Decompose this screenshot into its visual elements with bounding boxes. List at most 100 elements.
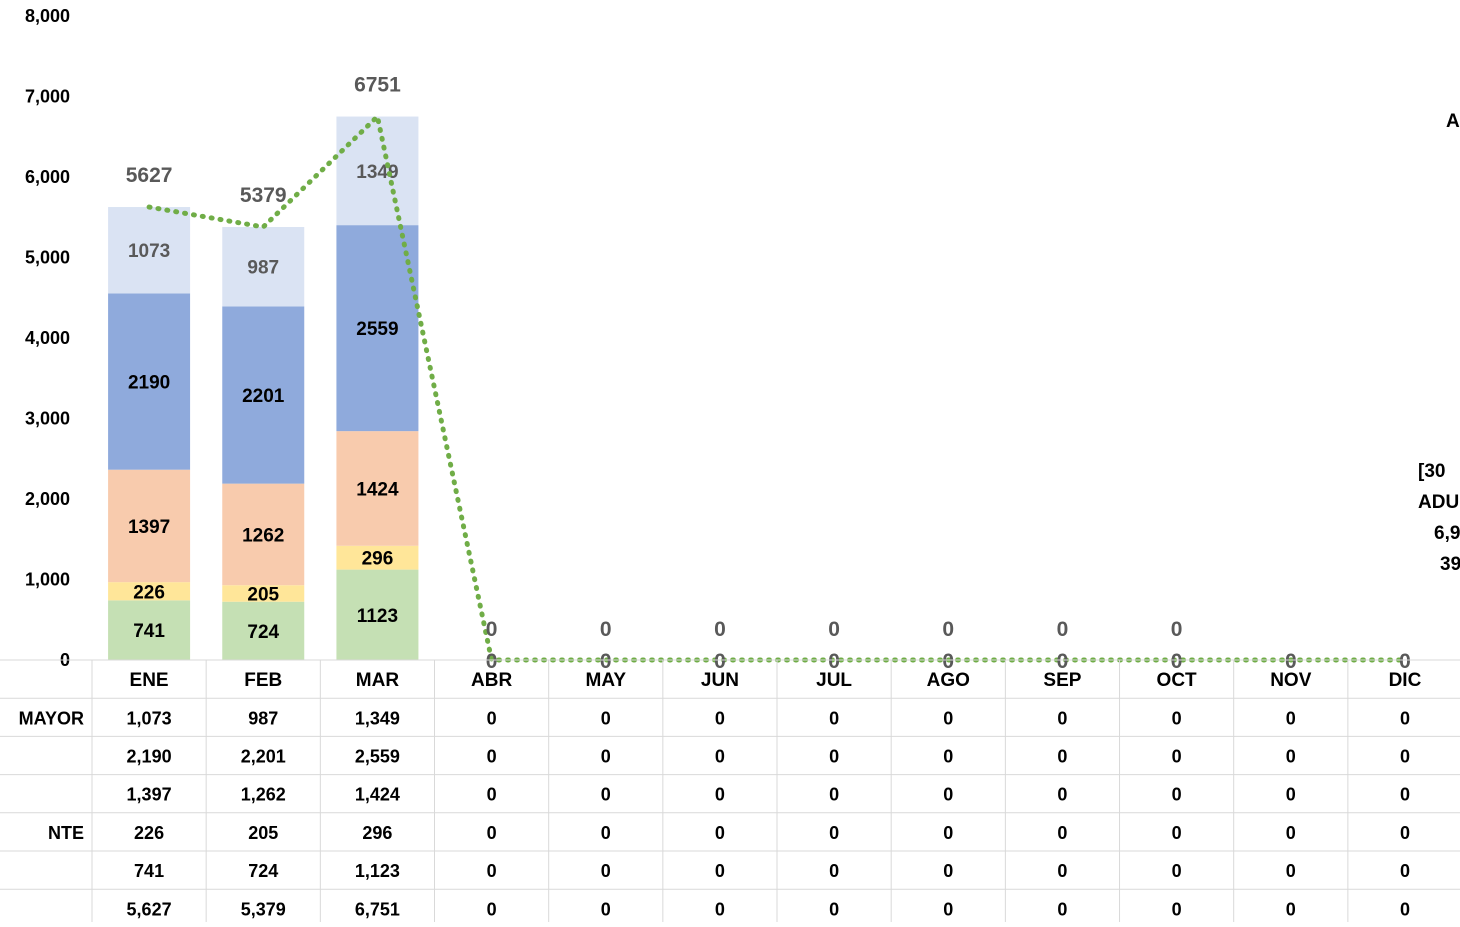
table-cell: 0 — [1172, 823, 1182, 843]
total-point-label: 0 — [828, 650, 840, 673]
category-label: OCT — [1157, 670, 1198, 691]
bar-value-label: 741 — [133, 621, 165, 642]
category-label: MAR — [356, 670, 400, 691]
side-annotation-top: A — [1446, 111, 1460, 132]
side-annotation-line: ADU — [1418, 492, 1459, 513]
total-point-label: 0 — [1057, 650, 1069, 673]
y-tick-label: 1,000 — [25, 570, 70, 590]
table-cell: 0 — [715, 708, 725, 728]
bar-segment — [108, 207, 191, 294]
total-value-label: 0 — [942, 618, 954, 641]
category-label: ABR — [471, 670, 512, 691]
bar-segment — [222, 306, 305, 484]
y-tick-label: 7,000 — [25, 87, 70, 107]
y-tick-label: 3,000 — [25, 409, 70, 429]
bar-segment — [336, 545, 419, 570]
total-value-label: 0 — [600, 618, 612, 641]
table-cell: 0 — [1057, 823, 1067, 843]
table-cell: 0 — [601, 899, 611, 919]
side-annotation-line: 39 — [1440, 554, 1460, 575]
table-cell: 0 — [829, 899, 839, 919]
total-point-label: 0 — [714, 650, 726, 673]
table-cell: 0 — [943, 708, 953, 728]
table-cell: 1,073 — [127, 708, 172, 728]
category-label: JUN — [701, 670, 739, 691]
table-cell: 0 — [601, 747, 611, 767]
table-cell: 2,201 — [241, 747, 286, 767]
table-cell: 1,424 — [355, 785, 400, 805]
table-cell: 0 — [1286, 747, 1296, 767]
table-cell: 0 — [1400, 785, 1410, 805]
table-cell: 0 — [943, 899, 953, 919]
table-cell: 0 — [715, 861, 725, 881]
bar-value-label: 1073 — [128, 241, 170, 262]
bar-segment — [222, 226, 305, 307]
table-cell: 0 — [1172, 899, 1182, 919]
bar-segment — [108, 582, 191, 601]
bar-value-label: 724 — [247, 622, 279, 643]
table-cell: 0 — [601, 823, 611, 843]
table-cell: 0 — [943, 823, 953, 843]
category-label: SEP — [1043, 670, 1081, 691]
table-cell: 0 — [829, 708, 839, 728]
table-cell: 0 — [715, 899, 725, 919]
table-row-label: MAYOR — [19, 708, 84, 728]
table-cell: 0 — [1400, 708, 1410, 728]
category-label: MAY — [586, 670, 627, 691]
bar-segment — [336, 431, 419, 546]
table-cell: 205 — [248, 823, 278, 843]
bar-segment — [108, 293, 191, 470]
table-cell: 1,349 — [355, 708, 400, 728]
bar-value-label: 1397 — [128, 517, 170, 538]
bar-segment — [108, 600, 191, 660]
table-cell: 0 — [487, 861, 497, 881]
total-value-label: 5379 — [240, 184, 287, 207]
bar-value-label: 1123 — [357, 606, 398, 627]
table-cell: 987 — [248, 708, 278, 728]
table-cell: 2,559 — [355, 747, 400, 767]
table-cell: 0 — [1057, 785, 1067, 805]
bar-segment — [108, 469, 191, 583]
side-annotation-line: 6,9 — [1434, 523, 1460, 544]
table-cell: 0 — [1400, 823, 1410, 843]
bar-value-label: 2201 — [242, 386, 285, 407]
bar-value-label: 1262 — [242, 525, 284, 546]
table-cell: 0 — [715, 823, 725, 843]
table-row-label: NTE — [48, 823, 84, 843]
table-cell: 5,627 — [127, 899, 172, 919]
total-value-label: 6751 — [354, 74, 401, 97]
table-cell: 6,751 — [355, 899, 400, 919]
table-cell: 0 — [1286, 899, 1296, 919]
bar-segment — [222, 601, 305, 660]
table-cell: 0 — [829, 747, 839, 767]
total-value-label: 0 — [1285, 650, 1297, 673]
table-cell: 0 — [943, 861, 953, 881]
table-cell: 0 — [487, 823, 497, 843]
total-value-label: 0 — [1057, 618, 1069, 641]
bar-segment — [336, 116, 419, 226]
table-cell: 1,397 — [127, 785, 172, 805]
table-cell: 296 — [362, 823, 392, 843]
table-cell: 0 — [487, 785, 497, 805]
total-point-label: 0 — [486, 650, 498, 673]
y-tick-label: 8,000 — [25, 6, 70, 26]
bar-value-label: 2559 — [356, 319, 398, 340]
table-cell: 5,379 — [241, 899, 286, 919]
table-cell: 0 — [1172, 708, 1182, 728]
total-value-label: 0 — [486, 618, 498, 641]
table-cell: 0 — [943, 785, 953, 805]
table-cell: 0 — [1400, 747, 1410, 767]
table-cell: 0 — [487, 708, 497, 728]
y-tick-label: 6,000 — [25, 167, 70, 187]
table-cell: 0 — [1286, 861, 1296, 881]
table-cell: 0 — [943, 747, 953, 767]
bar-value-label: 296 — [362, 549, 394, 570]
bar-segment — [222, 585, 305, 602]
category-label: FEB — [244, 670, 282, 691]
table-cell: 0 — [1172, 747, 1182, 767]
table-cell: 741 — [134, 861, 164, 881]
table-cell: 0 — [1057, 861, 1067, 881]
table-cell: 0 — [487, 747, 497, 767]
